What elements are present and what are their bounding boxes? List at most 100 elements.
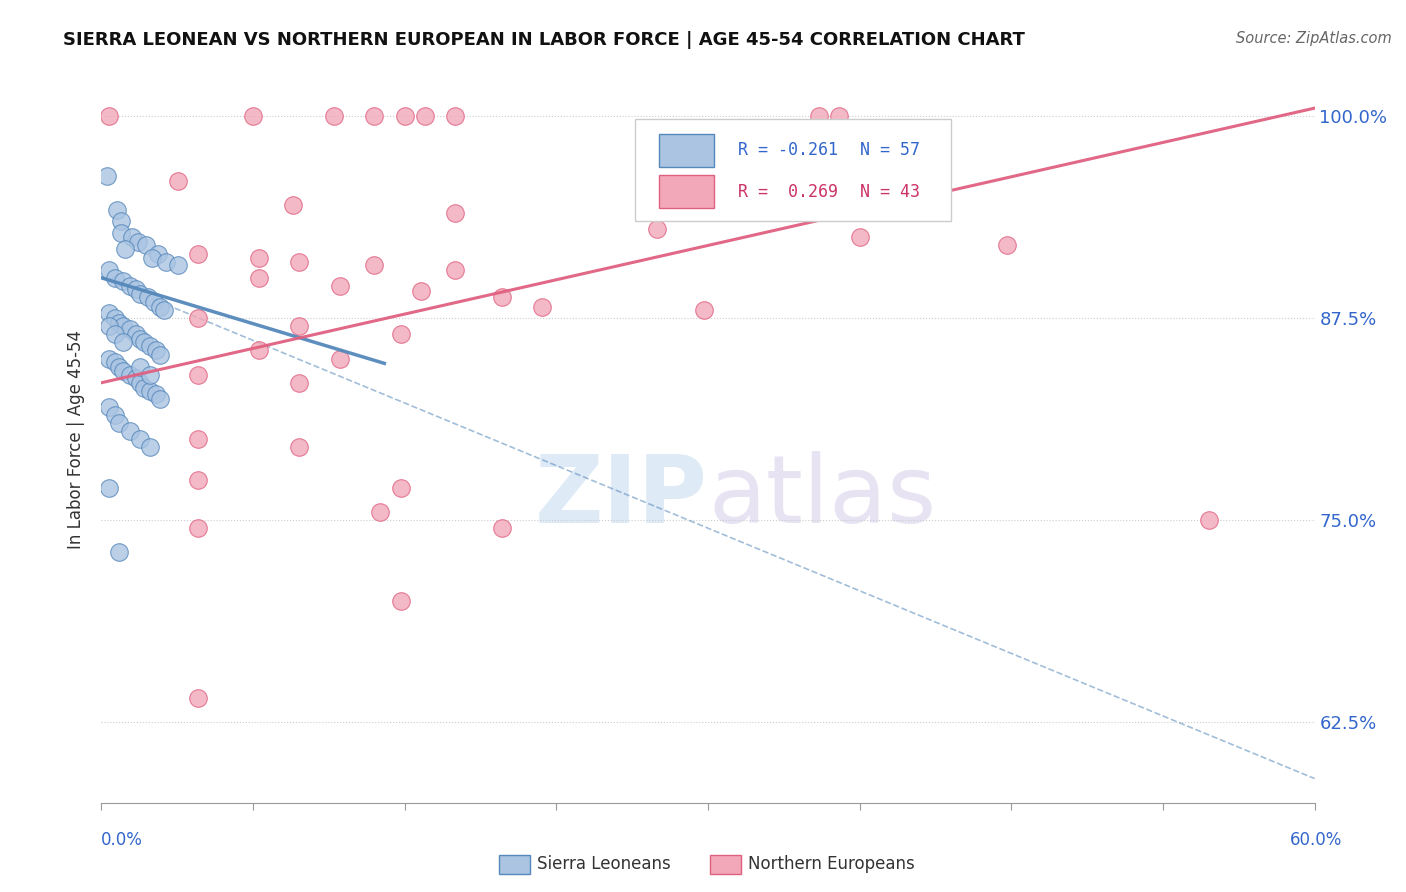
Point [112, 319, 135, 334]
Point [128, 376, 150, 390]
Point [96, 169, 118, 183]
Point [187, 311, 209, 326]
Point [98, 109, 121, 123]
Point [187, 690, 209, 705]
Point [108, 316, 131, 330]
FancyBboxPatch shape [659, 176, 714, 208]
Point [121, 230, 143, 244]
Point [128, 332, 150, 346]
Point [104, 408, 127, 422]
Point [153, 303, 176, 318]
Point [444, 206, 467, 220]
Point [104, 311, 127, 326]
Y-axis label: In Labor Force | Age 45-54: In Labor Force | Age 45-54 [67, 330, 86, 549]
Point [127, 235, 149, 250]
Point [167, 258, 190, 272]
Point [1198, 513, 1220, 527]
Point [112, 274, 135, 288]
Point [247, 252, 270, 266]
Point [124, 282, 146, 296]
Point [124, 327, 146, 342]
Text: N = 43: N = 43 [859, 183, 920, 201]
Point [363, 109, 385, 123]
Text: Sierra Leoneans: Sierra Leoneans [537, 855, 671, 873]
Point [108, 359, 131, 374]
Point [118, 424, 141, 438]
Point [108, 416, 131, 430]
Point [128, 287, 150, 301]
Point [139, 338, 162, 352]
Point [104, 355, 127, 369]
Point [444, 109, 467, 123]
Point [149, 348, 172, 362]
Point [187, 246, 209, 260]
Point [104, 270, 127, 285]
Point [491, 521, 513, 535]
Point [187, 521, 209, 535]
Text: Source: ZipAtlas.com: Source: ZipAtlas.com [1236, 31, 1392, 46]
Point [107, 202, 129, 217]
Point [141, 252, 163, 266]
Text: R = -0.261: R = -0.261 [738, 141, 838, 159]
Point [995, 238, 1018, 252]
Point [283, 198, 305, 212]
Point [145, 343, 167, 358]
Point [118, 322, 141, 336]
Point [187, 368, 209, 382]
Point [114, 242, 136, 256]
Point [409, 284, 432, 298]
Point [132, 335, 155, 350]
FancyBboxPatch shape [636, 120, 950, 221]
Point [135, 238, 157, 252]
Point [329, 278, 352, 293]
Point [394, 109, 416, 123]
Point [808, 109, 831, 123]
Point [389, 327, 412, 342]
Point [389, 594, 412, 608]
Text: N = 57: N = 57 [859, 141, 920, 159]
Point [288, 441, 311, 455]
Point [242, 109, 264, 123]
Text: Northern Europeans: Northern Europeans [748, 855, 915, 873]
Point [531, 300, 554, 314]
Point [828, 109, 851, 123]
Point [112, 335, 135, 350]
Point [413, 109, 436, 123]
Point [104, 327, 127, 342]
Point [139, 441, 162, 455]
Point [145, 387, 167, 401]
Point [155, 254, 177, 268]
Point [247, 270, 270, 285]
Point [139, 368, 162, 382]
Point [491, 290, 513, 304]
Point [124, 371, 146, 385]
Point [98, 262, 121, 277]
Point [647, 222, 669, 236]
Point [146, 246, 169, 260]
Point [389, 481, 412, 495]
Point [693, 303, 716, 318]
Point [118, 278, 141, 293]
Point [149, 300, 172, 314]
Point [149, 392, 172, 406]
Text: R =  0.269: R = 0.269 [738, 183, 838, 201]
Point [167, 174, 190, 188]
Point [112, 364, 135, 378]
Point [247, 343, 270, 358]
Point [128, 432, 150, 446]
Text: SIERRA LEONEAN VS NORTHERN EUROPEAN IN LABOR FORCE | AGE 45-54 CORRELATION CHART: SIERRA LEONEAN VS NORTHERN EUROPEAN IN L… [63, 31, 1025, 49]
Point [444, 262, 467, 277]
Point [132, 381, 155, 395]
Point [98, 400, 121, 414]
Point [322, 109, 344, 123]
Point [98, 319, 121, 334]
Point [288, 319, 311, 334]
Point [98, 306, 121, 320]
Point [187, 473, 209, 487]
Point [288, 254, 311, 268]
FancyBboxPatch shape [659, 134, 714, 167]
Text: atlas: atlas [709, 451, 936, 543]
Point [187, 432, 209, 446]
Point [108, 545, 131, 559]
Point [128, 359, 150, 374]
